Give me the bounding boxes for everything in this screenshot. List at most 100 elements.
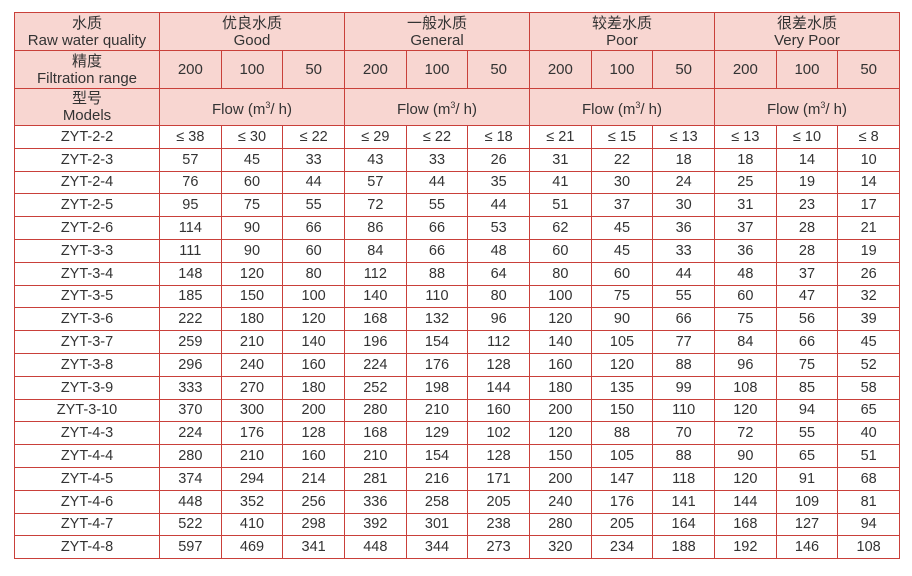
model-cell: ZYT-4-7: [14, 512, 160, 537]
flow-cell: 84: [344, 238, 407, 263]
flow-cell: 40: [837, 421, 900, 446]
flow-cell: 45: [590, 216, 654, 240]
flow-cell: 300: [220, 398, 284, 423]
flow-cell: 95: [159, 193, 222, 218]
flow-cell: 469: [220, 535, 284, 560]
flow-cell: 60: [529, 238, 592, 263]
table-row: 水质 Raw water quality 优良水质 Good 一般水质 General 较差…: [14, 12, 900, 51]
table-row: ZYT-2-5 95 75 55 72 55 44 51 37 30 31 23 17: [14, 193, 900, 218]
flow-cell: 94: [775, 398, 839, 423]
flow-cell: ≤ 21: [529, 125, 592, 149]
flow-cell: 120: [529, 421, 592, 446]
flow-cell: 31: [714, 193, 777, 218]
flow-cell: 128: [282, 421, 345, 446]
flow-cell: ≤ 29: [344, 125, 407, 149]
table-row: ZYT-3-6 222 180 120 168 132 96 120 90 66 75 56 39: [14, 307, 900, 332]
flow-cell: 160: [282, 444, 345, 468]
flow-cell: 280: [344, 398, 407, 423]
flow-cell: 32: [837, 284, 900, 309]
flow-cell: 141: [652, 489, 715, 514]
range-cell: 100: [220, 50, 284, 89]
flow-cell: 36: [652, 216, 715, 240]
flow-cell: 168: [344, 421, 407, 446]
flow-cell: 35: [467, 170, 530, 195]
flow-cell: 41: [529, 170, 592, 195]
flow-cell: 301: [405, 512, 469, 537]
flow-cell: 259: [159, 330, 222, 354]
flow-cell: 65: [775, 444, 839, 468]
flow-cell: 23: [775, 193, 839, 218]
flow-cell: 374: [159, 466, 222, 491]
flow-cell: 77: [652, 330, 715, 354]
flow-cell: 45: [837, 330, 900, 354]
flow-cell: ≤ 8: [837, 125, 900, 149]
flow-cell: 176: [405, 352, 469, 377]
flow-cell: 65: [837, 398, 900, 423]
flow-table: 水质 Raw water quality 优良水质 Good 一般水质 General 较差…: [14, 12, 900, 560]
flow-cell: 281: [344, 466, 407, 491]
flow-text: / h): [825, 100, 848, 118]
flow-cell: 210: [344, 444, 407, 468]
model-cell: ZYT-4-3: [14, 421, 160, 446]
table-row: ZYT-4-8 597 469 341 448 344 273 320 234 188 192 146…: [14, 535, 900, 560]
flow-cell: 60: [590, 261, 654, 286]
flow-cell: 224: [344, 352, 407, 377]
table-row: ZYT-4-5 374 294 214 281 216 171 200 147 118 120 91 6…: [14, 466, 900, 491]
label-en: Very Poor: [774, 31, 840, 49]
flow-cell: 146: [775, 535, 839, 560]
flow-cell: 85: [775, 375, 839, 400]
flow-cell: 28: [775, 216, 839, 240]
flow-cell: ≤ 18: [467, 125, 530, 149]
model-cell: ZYT-4-4: [14, 444, 160, 468]
flow-cell: 102: [467, 421, 530, 446]
flow-cell: ≤ 22: [405, 125, 469, 149]
flow-cell: 144: [714, 489, 777, 514]
group-header: 较差水质 Poor: [529, 12, 715, 51]
flow-cell: 81: [837, 489, 900, 514]
model-cell: ZYT-3-8: [14, 352, 160, 377]
flow-cell: 240: [220, 352, 284, 377]
flow-cell: 75: [590, 284, 654, 309]
flow-text: / h): [640, 100, 663, 118]
flow-text: / h): [455, 100, 478, 118]
label-zh: 型号: [71, 90, 102, 107]
flow-cell: 105: [590, 444, 654, 468]
flow-cell: 210: [405, 398, 469, 423]
model-cell: ZYT-4-5: [14, 466, 160, 491]
flow-cell: 14: [837, 170, 900, 195]
flow-cell: 216: [405, 466, 469, 491]
flow-cell: 258: [405, 489, 469, 514]
flow-cell: 320: [529, 535, 592, 560]
flow-cell: 150: [220, 284, 284, 309]
flow-cell: 180: [282, 375, 345, 400]
flow-cell: 252: [344, 375, 407, 400]
flow-cell: 18: [652, 147, 715, 172]
label-en: Models: [62, 107, 112, 124]
flow-cell: 75: [714, 307, 777, 332]
model-cell: ZYT-3-4: [14, 261, 160, 286]
flow-cell: 44: [405, 170, 469, 195]
label-en: Filtration range: [36, 69, 138, 87]
label-zh: 优良水质: [221, 14, 282, 32]
flow-cell: 39: [837, 307, 900, 332]
range-cell: 100: [590, 50, 654, 89]
flow-cell: 26: [837, 261, 900, 286]
flow-cell: 90: [590, 307, 654, 332]
flow-cell: 112: [467, 330, 530, 354]
flow-cell: 45: [590, 238, 654, 263]
table-row: ZYT-4-6 448 352 256 336 258 205 240 176 141 144 109…: [14, 489, 900, 514]
flow-cell: 154: [405, 330, 469, 354]
flow-cell: 88: [652, 352, 715, 377]
flow-cell: 210: [220, 444, 284, 468]
flow-cell: 86: [344, 216, 407, 240]
flow-cell: 88: [652, 444, 715, 468]
flow-cell: 17: [837, 193, 900, 218]
table-row: ZYT-4-7 522 410 298 392 301 238 280 205 164 168 127…: [14, 512, 900, 537]
table-row: 型号 Models Flow (m3/ h) Flow (m3/ h) Flow (m3…: [14, 88, 900, 126]
flow-cell: 48: [714, 261, 777, 286]
flow-cell: 52: [837, 352, 900, 377]
table-row: ZYT-2-2 ≤ 38 ≤ 30 ≤ 22 ≤ 29 ≤ 22 ≤ 18 ≤ 21 ≤ 15 ≤…: [14, 125, 900, 149]
label-zh: 精度: [71, 52, 102, 70]
flow-cell: 33: [652, 238, 715, 263]
flow-cell: 196: [344, 330, 407, 354]
